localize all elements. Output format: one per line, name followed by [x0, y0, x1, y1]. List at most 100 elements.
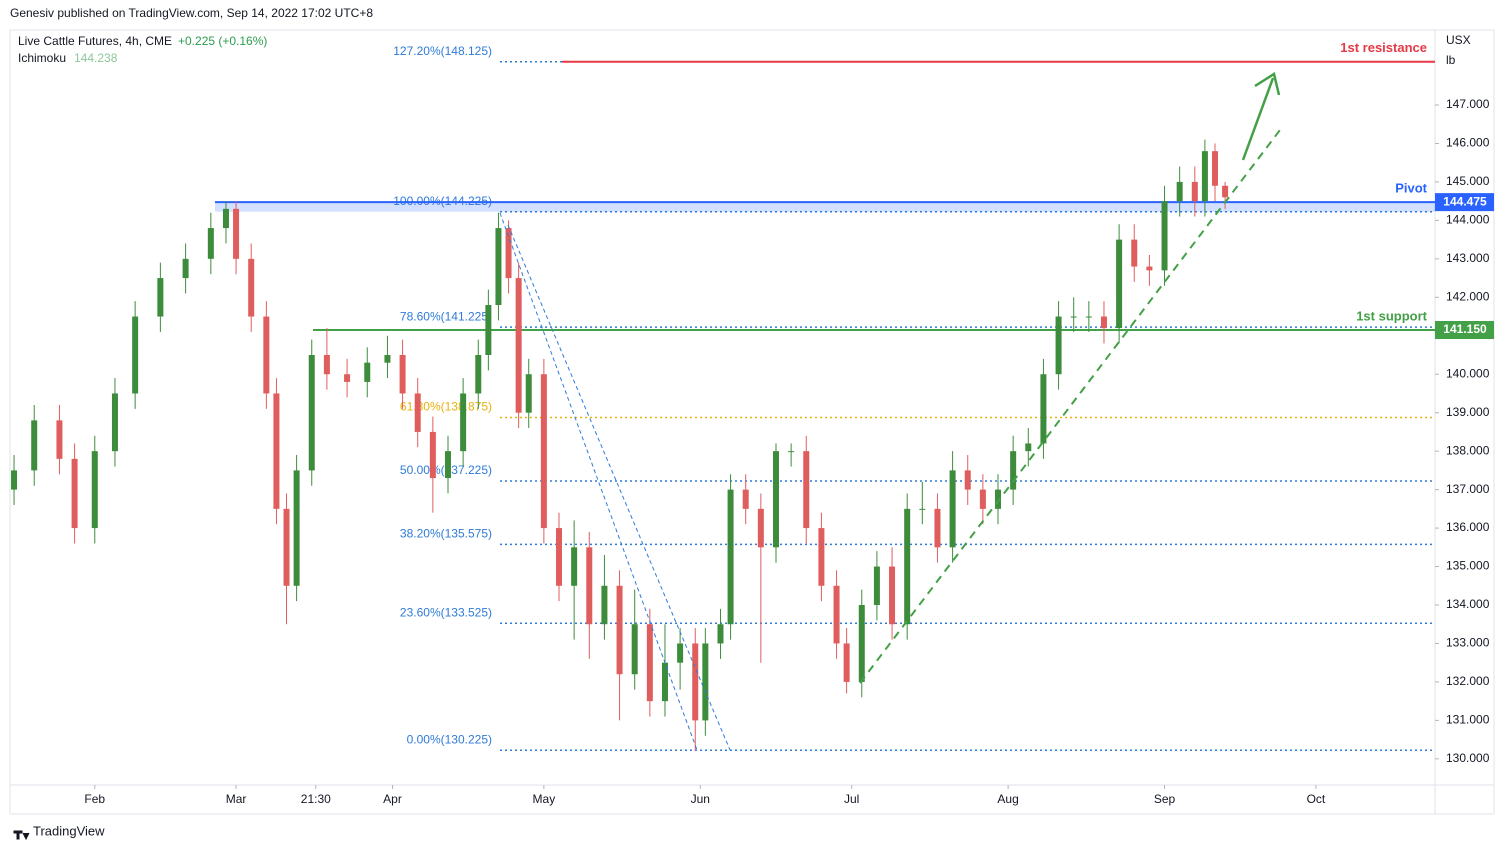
- candle-body: [1161, 201, 1168, 271]
- candle-body: [646, 624, 653, 702]
- candle-body: [444, 451, 451, 479]
- candle-body: [384, 355, 391, 363]
- arrow-head: [1254, 72, 1281, 96]
- candle-body: [11, 470, 18, 490]
- candle-body: [207, 228, 214, 259]
- candle-body: [399, 355, 406, 394]
- level-name: 1st support: [1356, 308, 1427, 323]
- candle-body: [515, 278, 522, 413]
- fib-label: 100.00%(144.225): [393, 194, 492, 208]
- candle-body: [631, 624, 638, 675]
- candle-body: [586, 547, 593, 625]
- x-tick-label: Feb: [84, 792, 105, 806]
- candle-body: [475, 355, 482, 394]
- y-tick-label: 139.000: [1446, 405, 1490, 419]
- level-name: Pivot: [1395, 181, 1427, 196]
- currency: USX: [1446, 33, 1471, 47]
- x-tick-label: Oct: [1307, 792, 1326, 806]
- logo: [13, 830, 30, 841]
- uptrend-line: [859, 129, 1281, 684]
- candle-body: [702, 643, 709, 721]
- candle-body: [616, 585, 623, 675]
- candle-body: [833, 585, 840, 644]
- candle-body: [540, 374, 547, 529]
- candle-body: [995, 489, 1002, 509]
- candle-body: [843, 643, 850, 682]
- candle-body: [1201, 151, 1208, 202]
- candle-body: [818, 528, 825, 586]
- candle-body: [485, 305, 492, 355]
- candle-body: [692, 643, 699, 721]
- candle-body: [505, 228, 512, 279]
- x-tick-label: Aug: [997, 792, 1018, 806]
- candle-body: [525, 374, 532, 413]
- y-tick-label: 132.000: [1446, 674, 1490, 688]
- candle-body: [31, 420, 38, 471]
- price-tag: [1435, 193, 1494, 212]
- trend-line: [499, 212, 698, 751]
- candle-body: [661, 662, 668, 702]
- candle-body: [283, 508, 290, 586]
- y-tick-label: 147.000: [1446, 97, 1490, 111]
- candle-body: [1131, 239, 1138, 267]
- arrow: [1241, 77, 1275, 161]
- y-tick-label: 144.000: [1446, 213, 1490, 227]
- candle-body: [601, 585, 608, 625]
- pivot-zone: [215, 202, 1435, 212]
- candle-body: [919, 508, 926, 510]
- candle-body: [1100, 316, 1107, 329]
- y-tick-label: 142.000: [1446, 289, 1490, 303]
- y-tick-label: 137.000: [1446, 482, 1490, 496]
- y-tick-label: 134.000: [1446, 597, 1490, 611]
- y-tick-label: 145.000: [1446, 174, 1490, 188]
- candle-body: [717, 624, 724, 644]
- price-tag: [1435, 321, 1494, 339]
- candle-body: [71, 458, 78, 529]
- fib-label: 61.80%(138.875): [400, 400, 492, 414]
- candle-body: [182, 258, 189, 279]
- candle-body: [344, 374, 351, 382]
- candle-body: [323, 355, 330, 375]
- fib-label: 78.60%(141.225): [400, 309, 492, 323]
- x-tick-label: Jun: [691, 792, 710, 806]
- indicator-value: 144.238: [74, 51, 118, 65]
- y-tick-label: 130.000: [1446, 751, 1490, 765]
- candle-body: [949, 470, 956, 548]
- brand: TradingView: [33, 823, 105, 838]
- candle-body: [414, 393, 421, 432]
- candle-body: [308, 355, 315, 471]
- candle-body: [788, 451, 795, 453]
- candle-body: [964, 470, 971, 490]
- candle-body: [157, 278, 164, 317]
- y-tick-label: 133.000: [1446, 636, 1490, 650]
- candle-body: [273, 393, 280, 509]
- indicator-name: Ichimoku: [18, 51, 66, 65]
- candle-body: [1055, 316, 1062, 375]
- price-tag-label: 141.150: [1443, 322, 1487, 336]
- candle-body: [873, 566, 880, 605]
- fib-label: 23.60%(133.525): [400, 605, 492, 619]
- candle-body: [803, 451, 810, 529]
- candle-body: [1176, 181, 1183, 202]
- fib-label: 0.00%(130.225): [407, 732, 492, 746]
- candle-body: [248, 258, 255, 317]
- candle-body: [1025, 443, 1032, 452]
- candle-body: [1040, 374, 1047, 444]
- candle-body: [364, 362, 371, 382]
- fib-label: 38.20%(135.575): [400, 527, 492, 541]
- x-tick-label: May: [533, 792, 556, 806]
- candle-body: [904, 508, 911, 625]
- candle-body: [742, 489, 749, 509]
- candle-body: [556, 528, 563, 586]
- candle-body: [1211, 151, 1218, 186]
- candle-body: [293, 470, 300, 586]
- fib-label: 127.20%(148.125): [393, 44, 492, 58]
- candle-body: [1116, 239, 1123, 329]
- publisher: Genesiv published on TradingView.com, Se…: [10, 6, 373, 20]
- y-tick-label: 143.000: [1446, 251, 1490, 265]
- candle-body: [677, 643, 684, 663]
- candle-body: [429, 431, 436, 479]
- candle-body: [1010, 451, 1017, 490]
- candle-body: [727, 489, 734, 625]
